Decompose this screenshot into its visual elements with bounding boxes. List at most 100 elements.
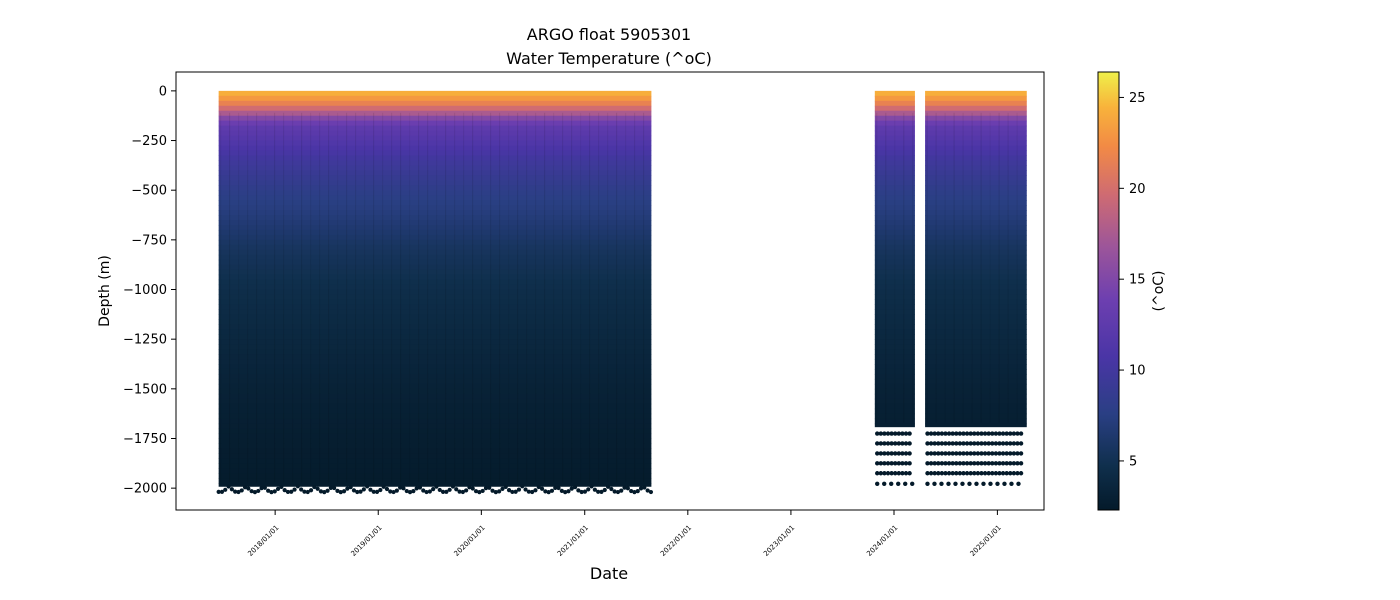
temperature-band — [925, 155, 1027, 161]
temperature-band — [218, 314, 652, 320]
temperature-band — [218, 364, 652, 370]
profile-point — [972, 441, 977, 446]
profile-point — [972, 471, 977, 476]
temperature-band — [925, 339, 1027, 345]
temperature-band — [925, 100, 1027, 107]
temperature-band — [218, 423, 652, 430]
temperature-band — [218, 190, 652, 196]
y-axis: 0 −250 −500 −750 −1000 −1250 −1500 −1750 −2000 — [123, 84, 176, 497]
y-axis-label: Depth (m) — [97, 255, 113, 327]
temperature-band — [218, 175, 652, 181]
profile-point — [1011, 461, 1017, 466]
temperature-band — [874, 140, 915, 147]
temperature-band — [874, 200, 915, 206]
temperature-band — [218, 210, 652, 216]
profile-point — [964, 461, 970, 466]
temperature-band — [925, 284, 1027, 291]
temperature-band — [874, 309, 915, 315]
profile-point — [946, 481, 951, 486]
y-tick-label: −1000 — [123, 283, 167, 298]
profile-point — [246, 486, 251, 491]
profile-point — [982, 441, 988, 446]
profile-point — [885, 451, 891, 456]
profile-point — [216, 489, 221, 494]
profile-point — [964, 451, 970, 456]
profile-point — [407, 490, 413, 495]
temperature-band — [925, 294, 1027, 301]
temperature-band — [218, 309, 652, 315]
profile-dot-row-6 — [875, 481, 915, 486]
temperature-band — [218, 219, 652, 226]
profile-point — [928, 471, 934, 476]
temperature-band — [218, 463, 652, 469]
profile-point — [928, 441, 934, 446]
profile-point — [925, 471, 930, 476]
temperature-band — [218, 150, 652, 157]
profile-point — [925, 431, 930, 436]
profile-point — [875, 471, 880, 476]
profile-variation-lines — [220, 112, 645, 483]
profile-point — [936, 451, 941, 456]
temperature-band — [925, 90, 1027, 97]
profile-point — [345, 486, 350, 491]
profile-point — [946, 451, 952, 456]
profile-point — [1008, 431, 1013, 436]
profile-point — [889, 451, 894, 456]
profile-point — [318, 489, 324, 494]
profile-point — [1011, 451, 1017, 456]
temperature-band — [874, 210, 915, 216]
profile-point — [401, 486, 406, 491]
chart-title: ARGO float 5905301 — [527, 25, 691, 44]
profile-point — [411, 489, 416, 494]
profile-point — [968, 441, 973, 446]
profile-point — [1016, 481, 1021, 486]
profile-point — [1000, 451, 1006, 456]
profile-point — [946, 471, 952, 476]
profile-point — [351, 488, 357, 493]
profile-point — [878, 431, 884, 436]
x-tick-label: 2025/01/01 — [969, 524, 1003, 558]
temperature-band — [218, 468, 652, 474]
profile-point — [1004, 441, 1009, 446]
profile-point — [936, 471, 941, 476]
profile-point — [454, 487, 459, 492]
plot-frame — [175, 71, 1045, 511]
profile-point — [576, 488, 581, 493]
y-tick-label: −1750 — [123, 432, 167, 447]
profile-point — [424, 489, 429, 495]
temperature-band — [218, 319, 652, 325]
y-tick-label: 0 — [159, 84, 167, 99]
profile-point — [967, 481, 972, 486]
profile-point — [979, 441, 984, 446]
temperature-band — [925, 234, 1027, 241]
profile-point — [946, 441, 952, 446]
profile-point — [993, 431, 999, 436]
profile-point — [986, 451, 991, 456]
temperature-band — [925, 115, 1027, 122]
profile-point — [533, 488, 538, 493]
temperature-band — [874, 100, 915, 107]
profile-point — [964, 471, 970, 476]
profile-point — [1018, 471, 1024, 476]
profile-point — [981, 481, 986, 486]
profile-point — [510, 489, 515, 495]
x-tick-label: 2020/01/01 — [453, 524, 487, 558]
profile-point — [974, 481, 979, 486]
temperature-band — [874, 195, 915, 201]
profile-point — [388, 489, 393, 494]
temperature-band — [925, 219, 1027, 226]
temperature-band — [874, 135, 915, 142]
profile-point — [925, 451, 930, 456]
profile-point — [569, 486, 574, 491]
profile-point — [882, 431, 887, 436]
profile-point — [975, 471, 981, 476]
profile-dot-row-2 — [925, 441, 1024, 446]
profile-point — [932, 481, 937, 486]
profile-segment-1 — [216, 90, 654, 495]
profile-point — [889, 431, 894, 436]
temperature-band — [925, 244, 1027, 251]
profile-point — [1009, 481, 1014, 486]
profile-point — [322, 490, 327, 495]
profile-point — [513, 489, 518, 494]
temperature-band — [925, 95, 1027, 102]
